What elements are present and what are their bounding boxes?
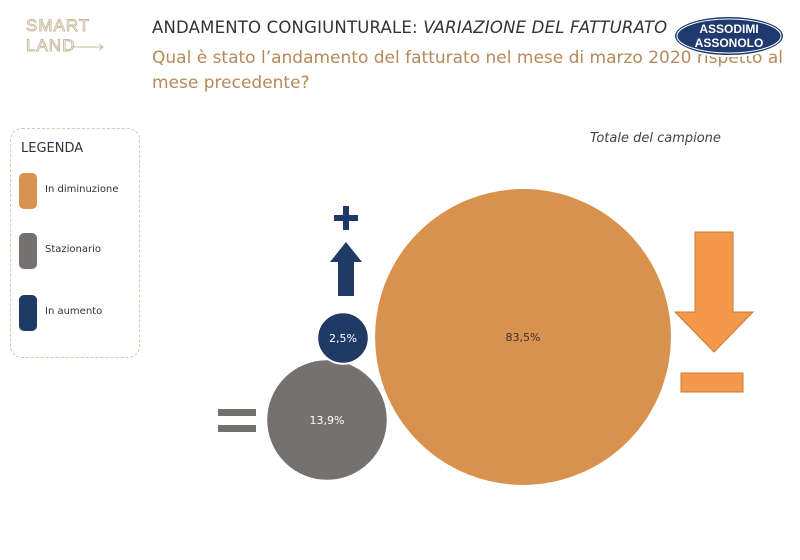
chart-subtitle: Totale del campione	[590, 131, 721, 146]
legend-swatch-stable	[19, 233, 37, 269]
assodimi-assonolo-logo: ASSODIMI ASSONOLO	[672, 14, 786, 58]
legend-item-decrease: In diminuzione	[19, 173, 139, 209]
legend: LEGENDA In diminuzione Stazionario In au…	[10, 128, 140, 358]
bubble-label-increase: 2,5%	[329, 332, 357, 345]
bubble-decrease	[373, 187, 673, 487]
survey-question: Qual è stato l’andamento del fatturato n…	[152, 48, 784, 93]
legend-label-increase: In aumento	[45, 306, 103, 317]
arrow-down-icon	[673, 231, 755, 353]
legend-item-stable: Stazionario	[19, 233, 139, 269]
arrow-up-icon	[330, 242, 362, 296]
bubble-label-stable: 13,9%	[310, 414, 345, 427]
legend-title: LEGENDA	[21, 141, 84, 156]
logo-line1: SMART	[26, 16, 90, 35]
legend-swatch-decrease	[19, 173, 37, 209]
plus-icon	[334, 206, 358, 230]
legend-item-increase: In aumento	[19, 295, 139, 331]
smartland-logo: SMART LAND	[26, 14, 106, 58]
badge-line2: ASSONOLO	[695, 36, 764, 50]
minus-icon	[680, 372, 744, 393]
title-italic: VARIAZIONE DEL FATTURATO	[423, 18, 668, 37]
equals-icon	[218, 409, 256, 432]
legend-label-decrease: In diminuzione	[45, 184, 119, 195]
title-plain: ANDAMENTO CONGIUNTURALE:	[152, 18, 424, 37]
page-title: ANDAMENTO CONGIUNTURALE: VARIAZIONE DEL …	[152, 18, 667, 37]
legend-swatch-increase	[19, 295, 37, 331]
logo-line2: LAND	[26, 36, 75, 55]
legend-label-stable: Stazionario	[45, 244, 102, 255]
badge-line1: ASSODIMI	[699, 22, 758, 36]
bubble-label-decrease: 83,5%	[506, 331, 541, 344]
bubble-increase	[316, 311, 370, 365]
